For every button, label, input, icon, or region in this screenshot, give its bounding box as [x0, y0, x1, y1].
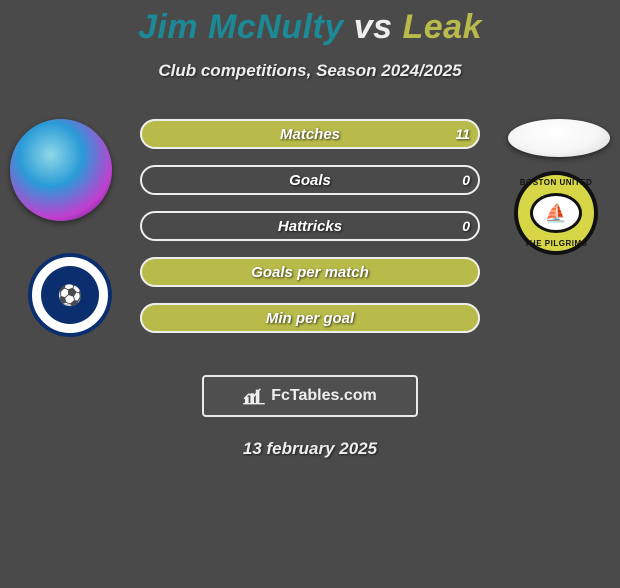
player1-club-badge: ⚽	[28, 253, 112, 337]
stat-bar-right	[140, 257, 480, 287]
club2-bottom-text: THE PILGRIMS	[525, 239, 588, 248]
stat-row: Goals0	[140, 165, 480, 195]
ship-icon: ⛵	[530, 193, 582, 233]
stat-row: Matches11	[140, 119, 480, 149]
brand-text: FcTables.com	[271, 387, 377, 405]
stat-row: Goals per match	[140, 257, 480, 287]
page-title: Jim McNulty vs Leak	[0, 8, 620, 47]
stat-bar-right	[140, 119, 480, 149]
stat-bar-outline	[140, 211, 480, 241]
title-player1: Jim McNulty	[138, 8, 344, 46]
stat-label: Goals	[140, 165, 480, 195]
date-text: 13 february 2025	[0, 439, 620, 459]
stat-row: Min per goal	[140, 303, 480, 333]
stat-row: Hattricks0	[140, 211, 480, 241]
shield-icon: ⚽	[41, 266, 99, 324]
stat-bar-outline	[140, 165, 480, 195]
stats-list: Matches11Goals0Hattricks0Goals per match…	[140, 119, 480, 349]
stat-label: Hattricks	[140, 211, 480, 241]
brand-box: FcTables.com	[202, 375, 418, 417]
player2-avatar	[508, 119, 610, 157]
club2-top-text: BOSTON UNITED	[520, 178, 593, 187]
stat-value-right: 0	[462, 211, 470, 241]
stat-bar-right	[140, 303, 480, 333]
chart-icon	[243, 387, 265, 405]
player1-avatar	[10, 119, 112, 221]
title-vs: vs	[354, 8, 393, 46]
comparison-area: ⚽ BOSTON UNITED ⛵ THE PILGRIMS Matches11…	[0, 119, 620, 369]
title-player2: Leak	[403, 8, 483, 46]
stat-value-right: 0	[462, 165, 470, 195]
subtitle: Club competitions, Season 2024/2025	[0, 61, 620, 81]
player2-club-badge: BOSTON UNITED ⛵ THE PILGRIMS	[514, 171, 598, 255]
